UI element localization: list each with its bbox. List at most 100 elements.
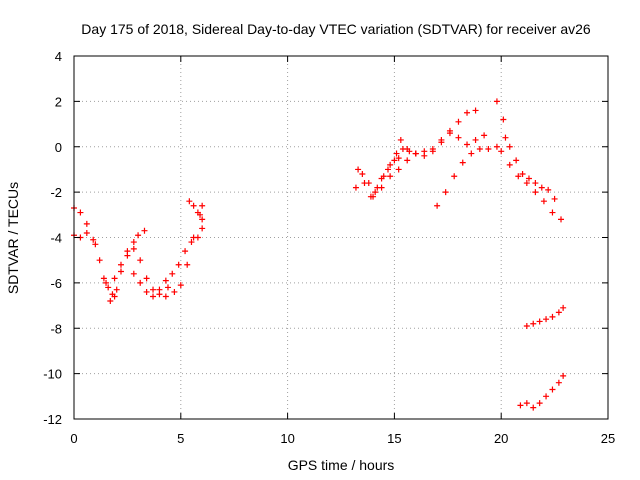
data-point (472, 107, 479, 114)
data-point (164, 284, 171, 291)
data-point (186, 198, 193, 205)
data-point (107, 298, 114, 305)
data-point (359, 170, 366, 177)
data-point (455, 118, 462, 125)
data-point (523, 400, 530, 407)
data-point (361, 180, 368, 187)
x-tick-label: 15 (387, 431, 401, 446)
data-point (429, 148, 436, 155)
data-point (442, 189, 449, 196)
series-arc-7 (352, 136, 404, 196)
data-point (476, 146, 483, 153)
data-point (387, 161, 394, 168)
data-point (438, 139, 445, 146)
y-axis-ticks: -12 -10 -8 -6 -4 -2 0 2 4 (43, 49, 608, 427)
data-point (169, 270, 176, 277)
data-point (199, 202, 206, 209)
data-point (199, 216, 206, 223)
data-point (455, 134, 462, 141)
data-point (124, 252, 131, 259)
data-point (387, 173, 394, 180)
data-point (532, 189, 539, 196)
series-arc-2 (71, 229, 120, 298)
data-point (404, 146, 411, 153)
data-point (109, 291, 116, 298)
data-point (135, 232, 142, 239)
data-point (162, 293, 169, 300)
data-point (130, 270, 137, 277)
x-tick-label: 25 (601, 431, 615, 446)
data-point (199, 225, 206, 232)
data-point (143, 275, 150, 282)
data-point (543, 316, 550, 323)
data-point (543, 393, 550, 400)
data-point (182, 248, 189, 255)
data-point (117, 268, 124, 275)
data-point (378, 184, 385, 191)
series-arc-10 (395, 127, 488, 162)
data-point (446, 127, 453, 134)
data-point (372, 189, 379, 196)
data-point (143, 288, 150, 295)
data-point (560, 304, 567, 311)
series-arc-15 (517, 372, 567, 411)
data-point (500, 116, 507, 123)
data-point (393, 150, 400, 157)
data-point (77, 209, 84, 216)
data-point (175, 261, 182, 268)
data-point (498, 148, 505, 155)
data-point (141, 227, 148, 234)
data-point (523, 180, 530, 187)
y-tick-label: -2 (50, 185, 62, 200)
data-point (506, 161, 513, 168)
series-arc-4 (130, 225, 206, 300)
data-point (404, 157, 411, 164)
data-point (538, 184, 545, 191)
data-point (90, 236, 97, 243)
series-arc-5 (164, 202, 206, 295)
data-point (395, 155, 402, 162)
data-point (506, 143, 513, 150)
data-point (464, 109, 471, 116)
series-arc-3 (105, 245, 169, 300)
data-point (536, 400, 543, 407)
data-point (451, 173, 458, 180)
data-point (530, 320, 537, 327)
data-point (395, 166, 402, 173)
data-point (111, 275, 118, 282)
data-point (523, 322, 530, 329)
y-tick-label: -4 (50, 231, 62, 246)
data-point (434, 202, 441, 209)
data-point (171, 288, 178, 295)
data-point (493, 143, 500, 150)
series-arc-13 (498, 148, 565, 223)
data-point (83, 229, 90, 236)
data-point (481, 132, 488, 139)
y-tick-label: 2 (55, 94, 62, 109)
data-point (551, 195, 558, 202)
series-arc-1 (71, 205, 148, 305)
data-point (194, 209, 201, 216)
data-point (555, 379, 562, 386)
data-point (83, 220, 90, 227)
data-point (485, 146, 492, 153)
data-point (472, 136, 479, 143)
data-point (177, 282, 184, 289)
data-point (105, 284, 112, 291)
data-point (391, 157, 398, 164)
y-tick-label: -6 (50, 276, 62, 291)
data-point (355, 166, 362, 173)
y-tick-label: -12 (43, 412, 62, 427)
x-axis-label: GPS time / hours (288, 457, 395, 473)
data-point (530, 404, 537, 411)
data-point (156, 286, 163, 293)
data-point (137, 257, 144, 264)
data-point (96, 257, 103, 264)
series-arc-8 (355, 146, 419, 200)
data-point (150, 293, 157, 300)
data-points (71, 98, 567, 411)
x-tick-label: 10 (280, 431, 294, 446)
data-point (100, 275, 107, 282)
data-point (459, 159, 466, 166)
